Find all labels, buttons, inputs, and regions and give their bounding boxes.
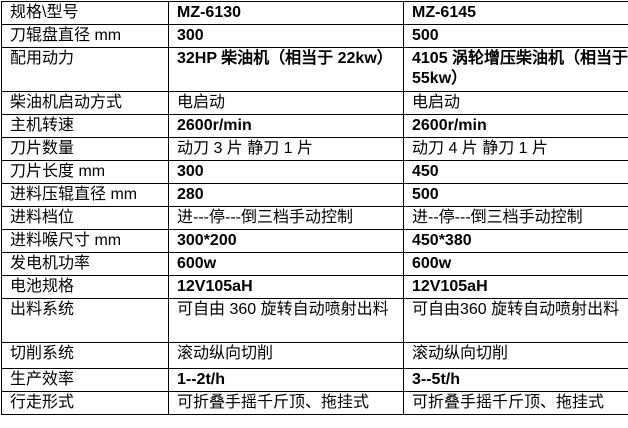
spec-value-cell: 32HP 柴油机（相当于 22kw） — [169, 48, 404, 92]
spec-label-cell: 电池规格 — [2, 276, 169, 299]
spec-value-cell: 进--停---倒三档手动控制 — [404, 207, 628, 230]
spec-label-cell: 进料喉尺寸 mm — [2, 230, 169, 253]
spec-label-cell: 行走形式 — [2, 392, 169, 415]
table-row: 切削系统滚动纵向切削滚动纵向切削 — [2, 343, 628, 369]
table-row: 刀片数量动刀 3 片 静刀 1 片动刀 4 片 静刀 1 片 — [2, 138, 628, 161]
spec-value-cell: 600w — [169, 253, 404, 276]
table-header-row: 规格\型号 MZ-6130 MZ-6145 — [2, 2, 628, 25]
spec-value-cell: 300*200 — [169, 230, 404, 253]
spec-label-cell: 进料压辊直径 mm — [2, 184, 169, 207]
spec-value-cell: 300 — [169, 25, 404, 48]
spec-value-cell: 可折叠手摇千斤顶、拖挂式 — [404, 392, 628, 415]
header-cell: 规格\型号 — [2, 2, 169, 25]
spec-label-cell: 刀片数量 — [2, 138, 169, 161]
spec-label-cell: 柴油机启动方式 — [2, 92, 169, 115]
spec-value-cell: 12V105aH — [169, 276, 404, 299]
table-row: 出料系统可自由 360 旋转自动喷射出料可自由360 旋转自动喷射出料 — [2, 299, 628, 343]
spec-value-cell: 1--2t/h — [169, 369, 404, 392]
spec-value-cell: 280 — [169, 184, 404, 207]
table-row: 柴油机启动方式电启动电启动 — [2, 92, 628, 115]
spec-label-cell: 刀片长度 mm — [2, 161, 169, 184]
header-cell: MZ-6130 — [169, 2, 404, 25]
spec-value-cell: 500 — [404, 25, 628, 48]
spec-value-cell: 2600r/min — [169, 115, 404, 138]
spec-value-cell: 可自由360 旋转自动喷射出料 — [404, 299, 628, 343]
spec-value-cell: 300 — [169, 161, 404, 184]
spec-value-cell: 12V105aH — [404, 276, 628, 299]
spec-value-cell: 动刀 4 片 静刀 1 片 — [404, 138, 628, 161]
table-row: 行走形式可折叠手摇千斤顶、拖挂式可折叠手摇千斤顶、拖挂式 — [2, 392, 628, 415]
spec-value-cell: 动刀 3 片 静刀 1 片 — [169, 138, 404, 161]
spec-value-cell: 600w — [404, 253, 628, 276]
spec-label-cell: 主机转速 — [2, 115, 169, 138]
spec-label-cell: 生产效率 — [2, 369, 169, 392]
spec-value-cell: 4105 涡轮增压柴油机（相当于 55kw） — [404, 48, 628, 92]
spec-label-cell: 出料系统 — [2, 299, 169, 343]
spec-value-cell: 2600r/min — [404, 115, 628, 138]
table-row: 进料档位进---停---倒三档手动控制进--停---倒三档手动控制 — [2, 207, 628, 230]
spec-value-cell: 进---停---倒三档手动控制 — [169, 207, 404, 230]
spec-value-cell: 3--5t/h — [404, 369, 628, 392]
spec-label-cell: 刀辊盘直径 mm — [2, 25, 169, 48]
spec-value-cell: 450*380 — [404, 230, 628, 253]
spec-value-cell: 电启动 — [404, 92, 628, 115]
spec-label-cell: 进料档位 — [2, 207, 169, 230]
spec-value-cell: 可折叠手摇千斤顶、拖挂式 — [169, 392, 404, 415]
spec-value-cell: 500 — [404, 184, 628, 207]
spec-value-cell: 滚动纵向切削 — [169, 343, 404, 369]
spec-value-cell: 电启动 — [169, 92, 404, 115]
spec-value-cell: 滚动纵向切削 — [404, 343, 628, 369]
spec-value-cell: 可自由 360 旋转自动喷射出料 — [169, 299, 404, 343]
spec-label-cell: 发电机功率 — [2, 253, 169, 276]
spec-value-cell: 450 — [404, 161, 628, 184]
spec-label-cell: 切削系统 — [2, 343, 169, 369]
header-cell: MZ-6145 — [404, 2, 628, 25]
spec-label-cell: 配用动力 — [2, 48, 169, 92]
